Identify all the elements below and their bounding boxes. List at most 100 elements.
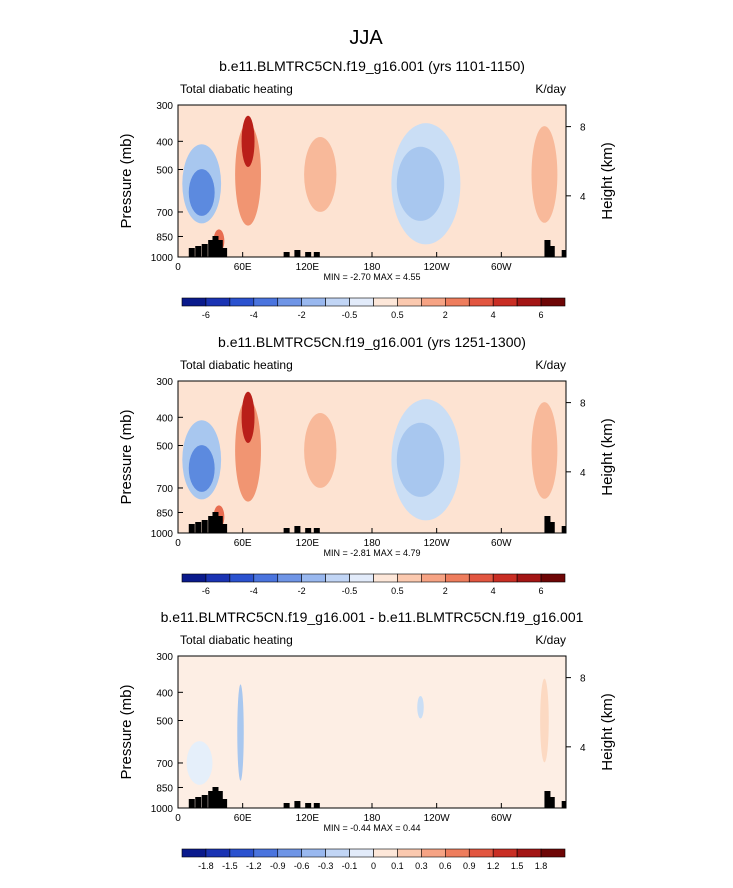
topography-bar [561,250,566,257]
y-right-tick-label: 8 [580,674,586,685]
colorbar-swatch [397,297,422,307]
plot-area [178,656,566,808]
y-tick-label: 500 [156,716,173,727]
topography-bar [294,801,301,808]
colorbar-swatch [325,573,350,583]
colorbar-label: 1.8 [535,861,548,871]
chart-subtitle-left: Total diabatic heating [180,358,293,372]
topography-bar [195,246,202,257]
y-tick-label: 700 [156,208,173,219]
colorbar-swatch [445,573,470,583]
topography-bar [208,791,215,808]
topography-bar [188,524,195,533]
chart-panel-3: b.e11.BLMTRC5CN.f19_g16.001 - b.e11.BLMT… [118,609,616,871]
topography-bar [195,797,202,808]
chart-subtitle-right: K/day [535,82,566,96]
colorbar-swatch [540,573,566,583]
chart-panel-1: b.e11.BLMTRC5CN.f19_g16.001 (yrs 1101-11… [118,58,616,320]
contour-patch-5 [241,391,255,443]
y-tick-label: 300 [156,101,173,112]
contour-patch-3 [540,678,549,763]
colorbar-label: 0.1 [391,861,404,871]
colorbar-label: 4 [491,310,496,320]
contour-patch-2 [188,169,215,216]
contour-patch-4 [235,399,261,502]
colorbar-swatch [325,848,350,858]
topography-bar [208,240,215,257]
plot-area [178,105,566,257]
chart-title: b.e11.BLMTRC5CN.f19_g16.001 - b.e11.BLMT… [161,609,584,625]
y-tick-label: 850 [156,508,173,519]
x-tick-label: 60E [234,813,252,824]
colorbar-label: -2 [298,310,306,320]
x-tick-label: 0 [175,262,181,273]
colorbar-label: -6 [202,310,210,320]
colorbar-swatch [397,848,422,858]
y-tick-label: 1000 [151,804,174,815]
colorbar-swatch [349,297,374,307]
x-tick-label: 180 [364,262,381,273]
y-right-tick-label: 8 [580,399,586,410]
chart-subtitle-right: K/day [535,358,566,372]
colorbar-label: 4 [491,586,496,596]
topography-bar [544,240,551,257]
y-tick-label: 850 [156,232,173,243]
colorbar-swatch [349,848,374,858]
colorbar-label: -0.5 [342,310,358,320]
colorbar-swatch [445,848,470,858]
y-tick-label: 400 [156,688,173,699]
colorbar-swatch [516,297,542,307]
colorbar-label: 0.9 [463,861,476,871]
colorbar-swatch [445,297,470,307]
topography-bar [216,240,223,257]
colorbar-label: -6 [202,586,210,596]
topography-bar [305,252,312,257]
colorbar-swatch [516,848,542,858]
topography-bar [188,248,195,257]
topography-bar [221,248,228,257]
colorbar-swatch [277,848,302,858]
topography-bar [201,795,208,808]
x-tick-label: 120W [424,813,451,824]
colorbar-label: 0 [371,861,376,871]
topography-bar [294,526,301,533]
topography-bar [548,797,555,808]
colorbar-swatch [516,573,542,583]
topography-bar [544,516,551,533]
colorbar-swatch [468,573,494,583]
colorbar-swatch [181,573,207,583]
y-tick-label: 700 [156,484,173,495]
chart-subtitle-left: Total diabatic heating [180,633,293,647]
colorbar-swatch [205,573,231,583]
y-right-tick-label: 8 [580,123,586,134]
topography-bar [195,522,202,533]
topography-bar [548,522,555,533]
plot-area [178,381,566,533]
colorbar-label: 6 [539,310,544,320]
y-tick-label: 400 [156,137,173,148]
colorbar-swatch [205,848,231,858]
colorbar-swatch [229,848,255,858]
topography-bar [305,528,312,533]
colorbar-swatch [492,848,518,858]
topography-bar [305,803,312,808]
y-tick-label: 500 [156,441,173,452]
colorbar-label: 1.5 [511,861,524,871]
y-right-axis-label: Height (km) [599,693,616,771]
topography-bar [283,528,290,533]
colorbar-label: 1.2 [487,861,500,871]
colorbar-label: 0.3 [415,861,428,871]
colorbar-swatch [540,848,566,858]
y-tick-label: 300 [156,652,173,663]
colorbar-swatch [421,573,446,583]
colorbar-swatch [253,848,279,858]
colorbar-label: -1.8 [198,861,214,871]
colorbar-swatch [373,848,398,858]
topography-bar [201,244,208,257]
colorbar-swatch [181,297,207,307]
colorbar-label: -0.5 [342,586,358,596]
colorbar-swatch [229,297,255,307]
topography-bar [221,799,228,808]
panels: b.e11.BLMTRC5CN.f19_g16.001 (yrs 1101-11… [118,58,616,871]
